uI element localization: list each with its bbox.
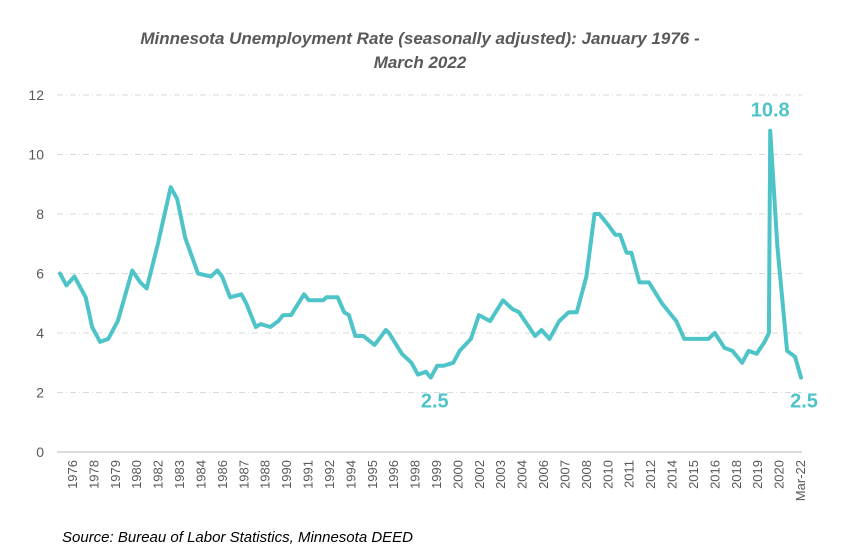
x-tick-label: 1986 [215,460,230,489]
x-tick-label: 2003 [493,460,508,489]
x-tick-label: 1992 [322,460,337,489]
x-tick-label: 2019 [750,460,765,489]
data-label: 2.5 [421,391,449,413]
x-tick-label: 2002 [472,460,487,489]
x-tick-label: 1976 [65,460,80,489]
x-tick-label: 1990 [279,460,294,489]
x-tick-label: 1978 [86,460,101,489]
x-tick-label: 1991 [301,460,316,489]
x-tick-label: 1994 [343,460,358,489]
data-label: 2.5 [790,391,818,413]
x-tick-label: 2010 [600,460,615,489]
source-note: Source: Bureau of Labor Statistics, Minn… [62,529,413,546]
x-axis: 1976 1978 1979 1980 1982 1983 1984 1986 1987 1988… [65,460,808,501]
x-tick-label: 2008 [579,460,594,489]
x-tick-label: 1980 [129,460,144,489]
y-axis: 0 2 4 6 8 10 12 [28,87,44,460]
x-tick-label: 2006 [536,460,551,489]
x-tick-label: 2011 [622,460,637,488]
y-tick-label: 12 [28,87,44,103]
x-tick-label: 1988 [258,460,273,489]
x-tick-label: 2007 [557,460,572,489]
x-tick-label: 2018 [729,460,744,489]
x-tick-label: 2004 [515,460,530,489]
x-tick-label: 2015 [686,460,701,489]
x-tick-label: 1996 [386,460,401,489]
x-tick-label: 2000 [450,460,465,489]
chart-title-line-2: March 2022 [374,53,467,72]
x-tick-label: 1984 [193,460,208,489]
y-tick-label: 6 [36,266,44,282]
x-tick-label: 2014 [665,460,680,489]
gridlines [57,94,802,453]
x-tick-label: 2020 [772,460,787,489]
data-label: 10.8 [751,100,790,122]
y-tick-label: 0 [36,444,44,460]
x-tick-label: 2016 [707,460,722,489]
y-tick-label: 10 [28,147,44,163]
chart-title-line-1: Minnesota Unemployment Rate (seasonally … [140,29,700,48]
x-tick-label: 2012 [643,460,658,489]
series-layer [58,128,803,380]
y-tick-label: 2 [36,385,44,401]
x-tick-label: 1995 [365,460,380,489]
y-tick-label: 4 [36,325,44,341]
x-tick-label: 1983 [172,460,187,489]
x-tick-label: 1999 [429,460,444,489]
y-tick-label: 8 [36,206,44,222]
x-tick-label: 1979 [108,460,123,489]
x-tick-label: 1987 [236,460,251,489]
x-tick-label: Mar-22 [793,460,808,501]
x-tick-label: 1998 [408,460,423,489]
x-tick-label: 1982 [151,460,166,489]
series-line [58,128,803,380]
annotations: 10.8 2.5 2.5 [421,100,818,413]
